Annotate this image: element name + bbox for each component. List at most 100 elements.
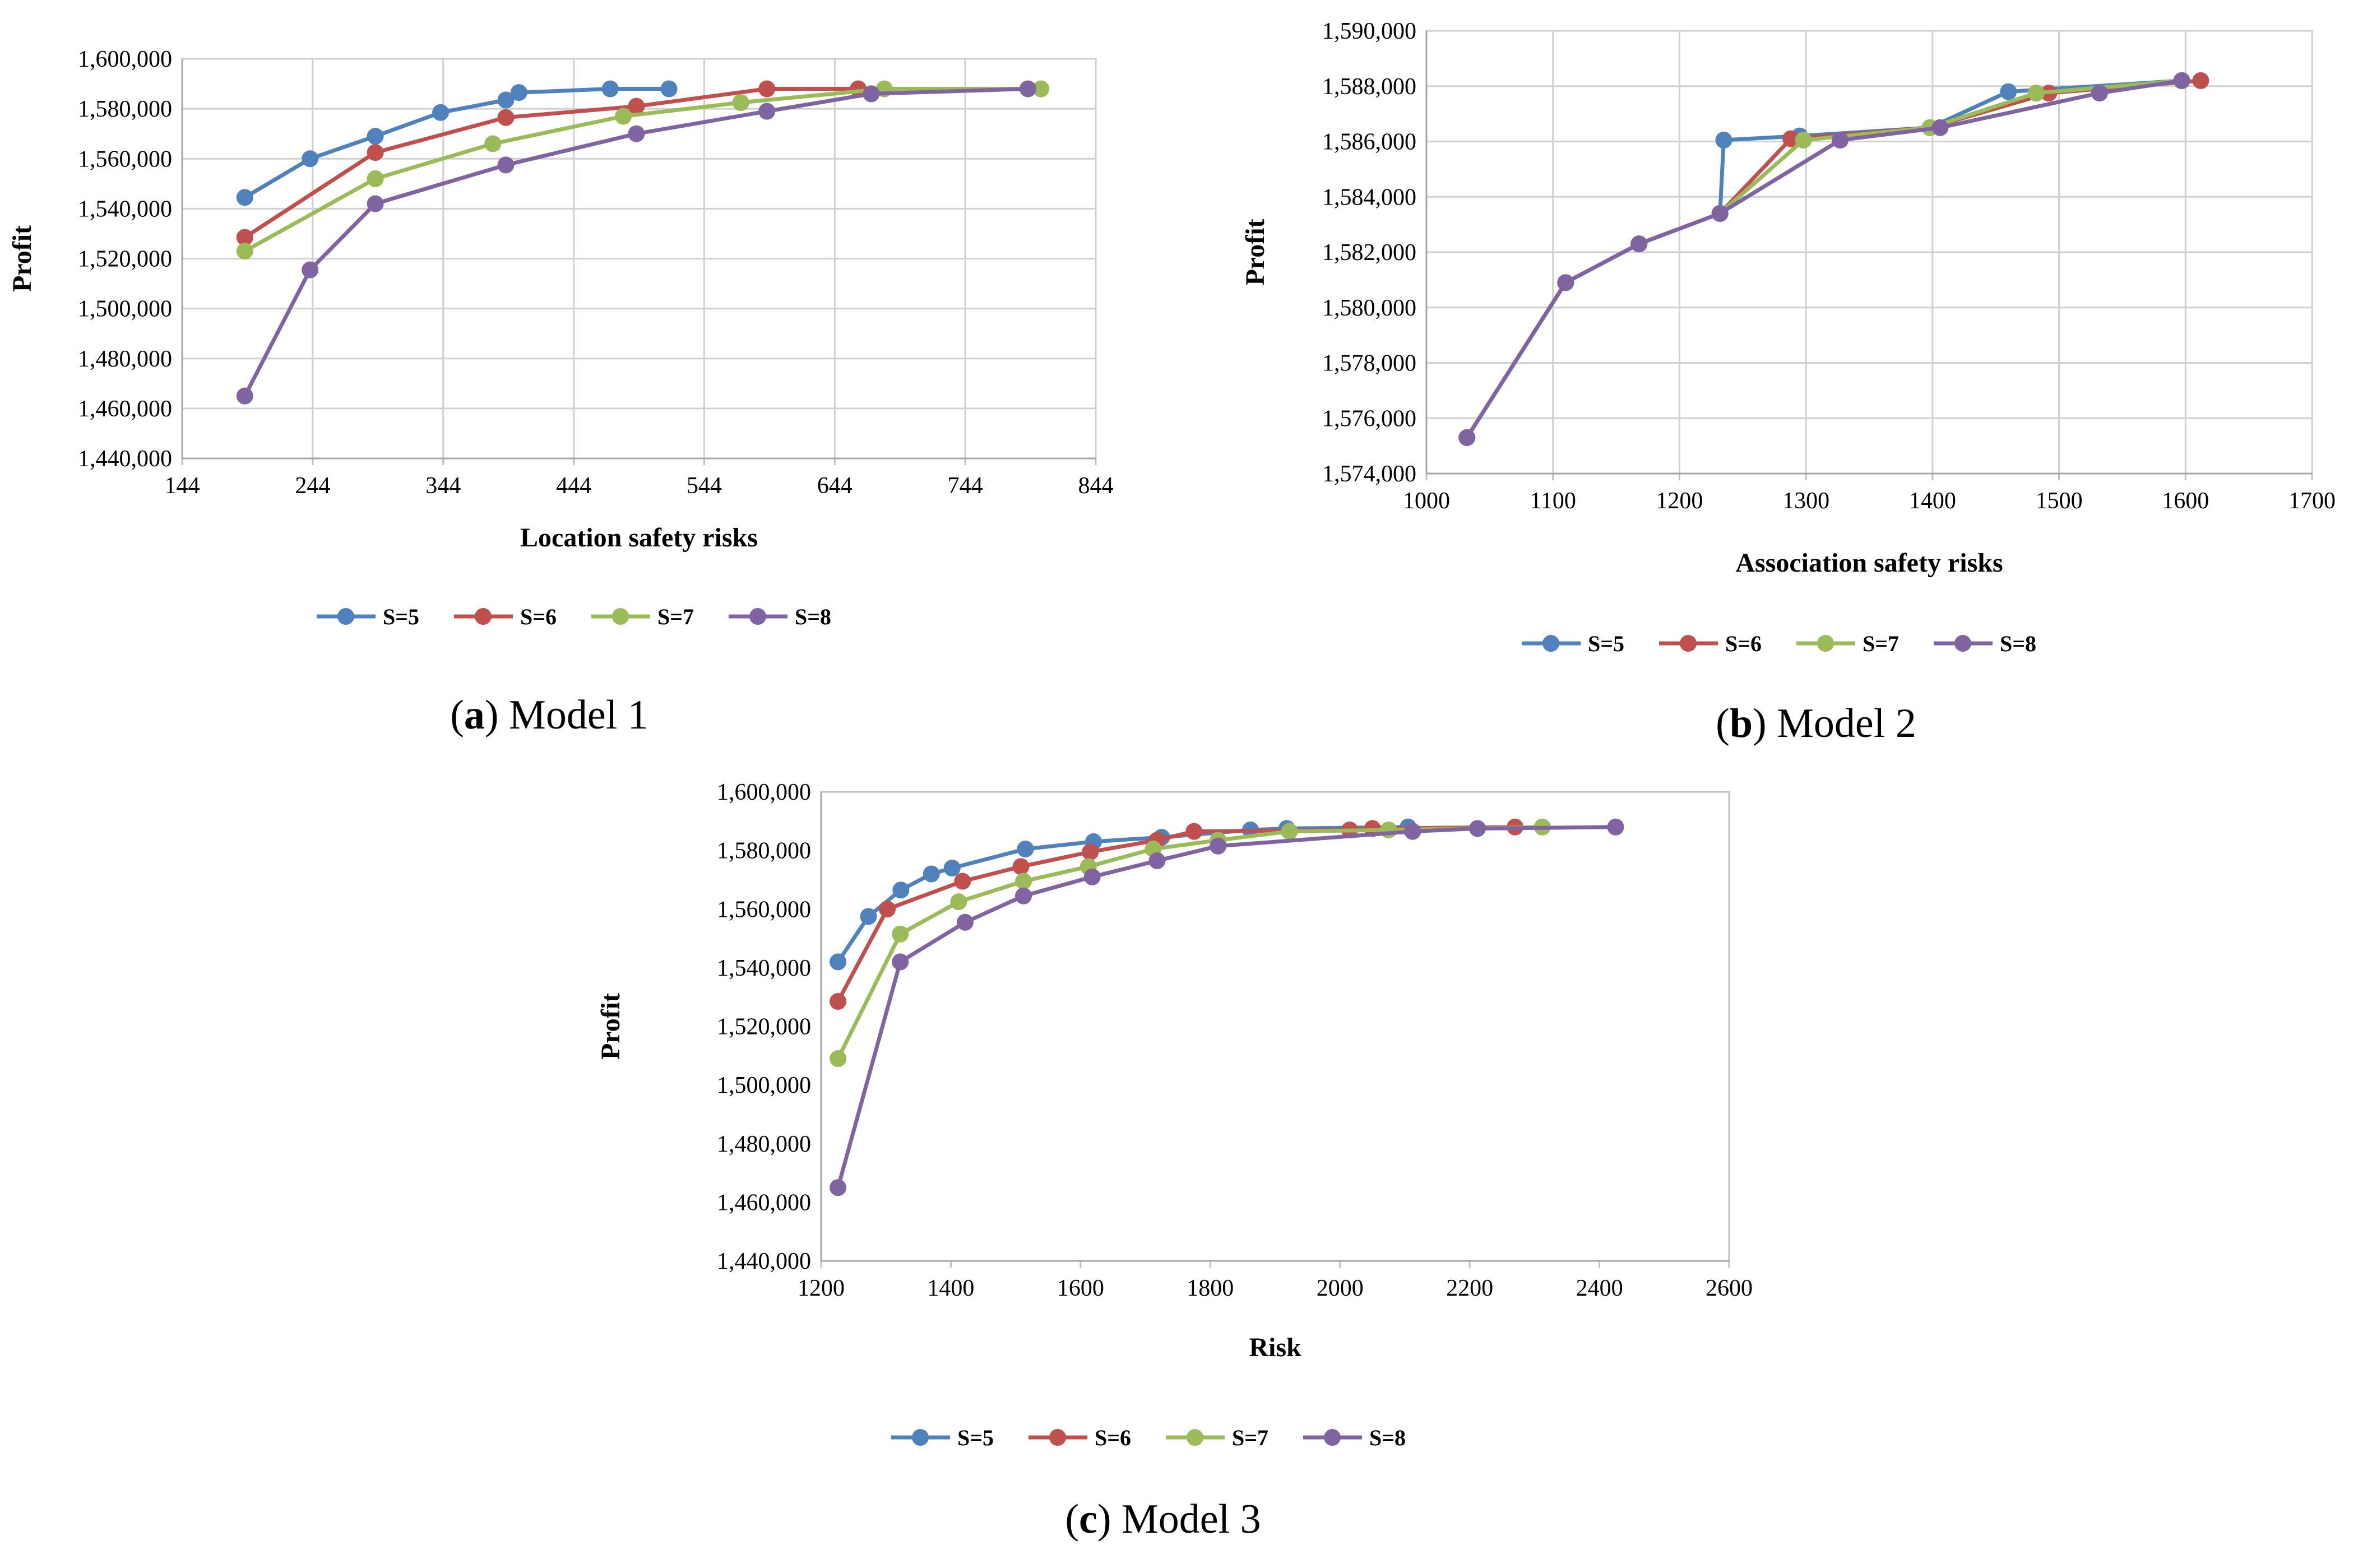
data-point xyxy=(892,882,910,899)
data-point xyxy=(1782,130,1800,147)
legend-label: S=5 xyxy=(1588,631,1624,656)
data-point xyxy=(1630,235,1648,253)
data-point xyxy=(236,243,253,260)
data-point xyxy=(2173,72,2190,89)
caption-paren-open: ( xyxy=(450,692,464,738)
data-point xyxy=(615,108,632,125)
x-tick-label: 644 xyxy=(817,473,853,499)
x-tick-label: 244 xyxy=(295,473,330,499)
data-point xyxy=(1032,80,1050,98)
y-tick-label: 1,582,000 xyxy=(1322,240,1416,266)
data-point xyxy=(732,94,749,111)
data-point xyxy=(1711,205,1729,222)
y-tick-label: 1,586,000 xyxy=(1322,129,1416,155)
x-tick-label: 1500 xyxy=(2036,488,2083,514)
data-point xyxy=(758,80,776,98)
legend-swatch-marker xyxy=(1817,635,1834,652)
x-axis-label: Location safety risks xyxy=(520,523,758,553)
caption-paren-open: ( xyxy=(1716,701,1730,746)
x-tick-label: 1600 xyxy=(2162,488,2209,514)
y-tick-label: 1,578,000 xyxy=(1322,351,1416,377)
y-tick-label: 1,480,000 xyxy=(717,1131,811,1157)
legend: S=5 S=6 S=7 S=8 xyxy=(891,1425,1406,1450)
y-tick-label: 1,574,000 xyxy=(1322,461,1416,487)
chart-b: 1,574,000 1,576,000 1,578,000 1,580,000 1,58… xyxy=(1240,18,2336,746)
x-tick-label: 344 xyxy=(425,473,461,499)
x-tick-label: 444 xyxy=(556,473,591,499)
caption-paren-close: ) xyxy=(1097,1496,1122,1542)
caption-text: Model 2 xyxy=(1777,701,1916,746)
data-point xyxy=(432,104,450,121)
legend-label: S=8 xyxy=(795,604,831,629)
data-point xyxy=(1015,887,1032,904)
x-axis-label: Risk xyxy=(1249,1333,1301,1362)
legend-swatch-marker xyxy=(1954,635,1971,652)
legend-label: S=6 xyxy=(1095,1425,1131,1450)
data-point xyxy=(497,91,515,109)
legend-swatch-marker xyxy=(1049,1429,1066,1446)
data-point xyxy=(497,109,515,126)
y-tick-label: 1,600,000 xyxy=(717,780,811,805)
x-axis-label: Association safety risks xyxy=(1735,548,2003,578)
legend-label: S=5 xyxy=(383,604,419,629)
series-line xyxy=(836,825,1616,1189)
x-tick-label: 744 xyxy=(948,473,983,499)
caption: (c) Model 3 xyxy=(1065,1496,1261,1542)
data-point xyxy=(628,125,645,142)
data-point xyxy=(1210,837,1227,855)
data-point xyxy=(1557,274,1574,291)
y-tick-label: 1,576,000 xyxy=(1322,406,1416,432)
x-tick-label: 2200 xyxy=(1446,1275,1493,1301)
legend-swatch-marker xyxy=(612,608,629,625)
data-point xyxy=(1715,132,1732,149)
legend-label: S=8 xyxy=(1369,1425,1406,1450)
charts-layer: 1,440,000 1,460,000 1,480,000 1,500,000 1,52… xyxy=(7,18,2336,1542)
data-point xyxy=(830,1179,847,1196)
y-tick-label: 1,520,000 xyxy=(78,247,172,272)
x-tick-label: 1200 xyxy=(798,1275,845,1301)
y-axis-label: Profit xyxy=(7,225,37,292)
y-tick-label: 1,480,000 xyxy=(78,346,172,372)
data-point xyxy=(943,860,961,877)
series-line xyxy=(1465,78,2183,439)
x-tick-label: 1000 xyxy=(1403,488,1450,514)
caption: (b) Model 2 xyxy=(1716,701,1916,746)
series-s-8 xyxy=(830,818,1624,1196)
data-point xyxy=(830,1050,847,1068)
data-point xyxy=(860,908,877,925)
data-point xyxy=(1083,868,1101,885)
legend: S=5 S=6 S=7 S=8 xyxy=(317,604,831,629)
legend-swatch-marker xyxy=(749,608,766,625)
caption-text: Model 1 xyxy=(509,692,648,738)
series-line xyxy=(244,87,669,200)
data-point xyxy=(2000,83,2017,100)
y-tick-label: 1,540,000 xyxy=(717,955,811,981)
data-point xyxy=(830,953,847,971)
y-tick-label: 1,500,000 xyxy=(78,296,172,322)
data-point xyxy=(497,156,515,174)
data-point xyxy=(830,993,847,1010)
data-point xyxy=(1380,822,1397,839)
x-tick-label: 1100 xyxy=(1530,488,1576,514)
x-tick-label: 1400 xyxy=(1909,488,1956,514)
y-tick-label: 1,600,000 xyxy=(78,47,172,72)
data-point xyxy=(1832,132,1849,149)
y-tick-label: 1,580,000 xyxy=(717,838,811,864)
x-tick-label: 2000 xyxy=(1317,1275,1364,1301)
data-point xyxy=(1458,429,1476,446)
y-axis-label: Profit xyxy=(596,993,626,1060)
legend-swatch-marker xyxy=(1542,635,1559,652)
legend-swatch-marker xyxy=(1324,1429,1341,1446)
legend: S=5 S=6 S=7 S=8 xyxy=(1522,631,2036,656)
x-tick-label: 844 xyxy=(1078,473,1114,499)
legend-label: S=6 xyxy=(520,604,557,629)
caption-paren-open: ( xyxy=(1065,1496,1079,1542)
y-tick-label: 1,560,000 xyxy=(717,897,811,922)
x-tick-label: 1200 xyxy=(1656,488,1703,514)
data-point xyxy=(892,953,909,971)
data-point xyxy=(923,865,940,883)
data-point xyxy=(2192,72,2209,89)
data-point xyxy=(660,80,678,98)
legend-label: S=7 xyxy=(1863,631,1899,656)
